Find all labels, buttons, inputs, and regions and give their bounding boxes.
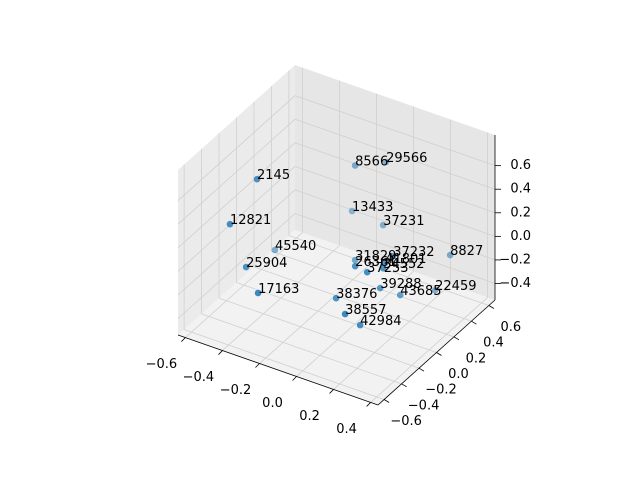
point xyxy=(376,284,384,292)
point-label: 37232 xyxy=(393,245,434,260)
y-axis xyxy=(377,299,496,406)
grid-line xyxy=(294,142,496,214)
tick-mark xyxy=(255,363,260,368)
point-label: 42984 xyxy=(360,314,401,329)
grid-line xyxy=(201,313,402,385)
point-label: 31829 xyxy=(355,249,396,264)
grid-line xyxy=(177,95,296,201)
y-tick-label: 0.6 xyxy=(501,320,522,335)
x-tick-label: −0.6 xyxy=(146,357,178,372)
point-label: 38557 xyxy=(345,303,386,318)
tick-mark xyxy=(488,305,495,309)
y-tick-label: 0.2 xyxy=(466,351,487,366)
point-label: 13433 xyxy=(352,200,393,215)
point-label: 37231 xyxy=(383,214,424,229)
point-label: 17163 xyxy=(258,282,299,297)
point-label: 37253 xyxy=(367,261,408,276)
z-tick-label: 0.4 xyxy=(510,182,531,197)
point xyxy=(341,310,349,318)
point xyxy=(254,289,262,297)
x-tick-label: −0.2 xyxy=(220,383,252,398)
point-label: 8566 xyxy=(355,155,388,170)
tick-mark xyxy=(292,376,297,381)
y-tick-label: −0.2 xyxy=(425,383,457,398)
grid-line xyxy=(271,250,472,322)
point-label: 12821 xyxy=(230,213,271,228)
point xyxy=(381,259,389,267)
z-tick-label: −0.4 xyxy=(499,276,531,291)
point-label: 34552 xyxy=(383,257,424,272)
grid-line xyxy=(183,329,385,400)
z-tick-label: −0.2 xyxy=(499,252,531,267)
y-tick-label: 0.4 xyxy=(483,336,504,351)
point-label: 26361 xyxy=(355,255,396,270)
point-label: 39288 xyxy=(380,277,421,292)
tick-mark xyxy=(401,383,407,388)
grid-line xyxy=(218,297,420,369)
tick-mark xyxy=(471,320,477,325)
point-label: 45540 xyxy=(275,239,316,254)
tick-mark xyxy=(366,402,371,407)
x-tick-label: 0.2 xyxy=(299,409,320,424)
point xyxy=(351,256,359,264)
grid-line xyxy=(294,118,496,190)
z-tick-label: 0.6 xyxy=(510,158,531,173)
point xyxy=(332,294,340,302)
point xyxy=(351,262,359,270)
grid-line xyxy=(177,142,296,249)
point xyxy=(396,291,404,299)
point xyxy=(446,251,454,259)
grid-line xyxy=(288,235,490,306)
tick-mark xyxy=(181,337,186,342)
grid-line xyxy=(294,165,496,237)
grid-line xyxy=(253,266,455,338)
z-tick-label: 0.2 xyxy=(510,205,531,220)
grid-line xyxy=(236,282,437,353)
point xyxy=(389,252,397,260)
grid-line xyxy=(177,189,296,296)
y-tick-label: 0.0 xyxy=(448,367,469,382)
tick-mark xyxy=(418,367,425,372)
x-tick-label: 0.4 xyxy=(336,422,357,437)
point-label: 22459 xyxy=(435,279,476,294)
point-label: 38376 xyxy=(336,287,377,302)
y-tick-label: −0.4 xyxy=(408,398,440,413)
point-label: 2145 xyxy=(257,168,290,183)
tick-mark xyxy=(218,350,223,355)
point xyxy=(379,221,387,229)
point xyxy=(431,286,439,294)
grid-line xyxy=(177,166,296,272)
tick-mark xyxy=(383,399,390,403)
point-label: 43685 xyxy=(400,284,441,299)
point xyxy=(382,158,390,166)
grid-line xyxy=(177,213,296,319)
point xyxy=(379,264,387,272)
point xyxy=(348,207,356,215)
point-label: 41801 xyxy=(385,252,426,267)
grid-line xyxy=(294,95,496,167)
tick-mark xyxy=(453,336,460,341)
x-tick-label: 0.0 xyxy=(262,396,283,411)
y-tick-label: −0.6 xyxy=(390,414,422,429)
grid-line xyxy=(294,213,496,284)
tick-mark xyxy=(436,352,442,356)
point xyxy=(356,321,364,329)
tick-mark xyxy=(329,389,334,394)
point xyxy=(253,175,261,183)
point xyxy=(271,246,279,254)
z-tick-label: 0.0 xyxy=(510,229,531,244)
back-pane xyxy=(295,65,495,300)
point xyxy=(242,263,250,271)
grid-line xyxy=(177,118,296,225)
point-label: 29566 xyxy=(386,151,427,166)
point xyxy=(226,220,234,228)
point-label: 8827 xyxy=(450,244,483,259)
grid-line xyxy=(294,189,496,261)
x-tick-label: −0.4 xyxy=(183,370,215,385)
point xyxy=(351,162,359,169)
x-axis xyxy=(177,334,379,406)
point-label: 25904 xyxy=(246,256,287,271)
point xyxy=(363,268,371,276)
